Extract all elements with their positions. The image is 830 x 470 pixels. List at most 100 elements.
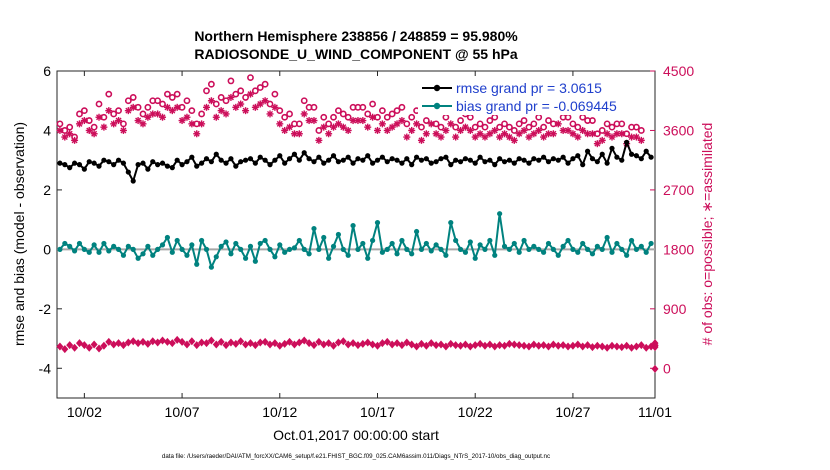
obs-possible-marker	[286, 110, 293, 118]
obs-possible-marker	[325, 120, 333, 128]
obs-assimilated-marker	[115, 117, 123, 125]
bias-point	[462, 249, 469, 255]
bias-point	[492, 252, 498, 258]
y-left-tick-label: 6	[43, 63, 51, 79]
bias-point	[286, 246, 293, 252]
obs-possible-marker	[271, 90, 279, 98]
obs-used-marker	[286, 337, 294, 346]
bias-point	[584, 246, 591, 252]
obs-used-marker	[134, 339, 142, 348]
obs-assimilated-marker	[168, 107, 176, 115]
rmse-point	[501, 159, 508, 165]
obs-used-marker	[378, 339, 386, 348]
bias-point	[506, 246, 513, 252]
rmse-point	[155, 162, 161, 168]
y-right-tick-label: 1800	[663, 241, 694, 257]
rmse-point	[184, 159, 190, 165]
obs-used-marker	[85, 343, 93, 352]
rmse-point	[506, 157, 513, 163]
bias-point	[599, 246, 605, 252]
obs-assimilated-marker	[276, 120, 284, 128]
obs-possible-marker	[530, 120, 538, 128]
x-tick-label: 10/22	[458, 404, 493, 420]
bias-point	[370, 237, 376, 244]
obs-assimilated-marker	[447, 120, 455, 128]
rmse-series	[57, 139, 654, 184]
x-tick-label: 10/12	[262, 404, 297, 420]
obs-used-marker	[491, 342, 499, 351]
bias-point	[624, 252, 630, 258]
obs-possible-marker	[120, 120, 127, 128]
obs-possible-marker	[589, 117, 596, 124]
obs-used-marker	[369, 340, 377, 349]
obs-possible-marker	[364, 110, 372, 118]
rmse-point	[223, 160, 229, 166]
obs-possible-marker	[378, 107, 386, 115]
bias-point	[497, 211, 503, 217]
rmse-point	[330, 153, 337, 159]
obs-assimilated-marker	[618, 130, 626, 138]
obs-used-marker	[198, 338, 206, 347]
rmse-point	[316, 154, 322, 160]
obs-used-marker	[66, 341, 74, 350]
bias-point	[311, 225, 317, 232]
rmse-point	[194, 163, 200, 169]
bias-point	[282, 249, 288, 255]
rmse-point	[111, 162, 117, 168]
obs-assimilated-marker	[369, 113, 377, 121]
obs-assimilated-marker	[325, 130, 333, 138]
bias-point	[125, 243, 131, 249]
obs-used-marker	[110, 340, 118, 349]
x-tick-label: 10/02	[67, 404, 102, 420]
rmse-point	[541, 154, 547, 160]
rmse-point	[262, 157, 268, 163]
obs-possible-marker	[525, 123, 533, 131]
obs-used-marker	[222, 341, 230, 350]
bias-point	[550, 246, 556, 252]
rmse-point	[594, 159, 600, 165]
obs-possible-marker	[188, 107, 196, 115]
obs-possible-marker	[198, 110, 206, 118]
obs-used-marker	[452, 341, 460, 350]
bias-point	[516, 249, 522, 255]
bias-point	[57, 246, 63, 252]
rmse-point	[413, 154, 420, 160]
obs-assimilated-marker	[71, 136, 79, 144]
obs-used-marker	[564, 342, 572, 351]
x-tick-label: 10/27	[555, 404, 590, 420]
bias-point	[120, 252, 127, 258]
rmse-point	[306, 156, 312, 162]
obs-used-marker	[632, 342, 640, 351]
bias-point	[257, 240, 263, 247]
obs-assimilated-marker	[237, 100, 245, 108]
rmse-point	[208, 159, 214, 165]
rmse-point	[550, 156, 556, 162]
obs-possible-marker	[159, 100, 166, 108]
bias-point	[570, 246, 576, 252]
obs-possible-marker	[398, 103, 406, 111]
bias-point	[330, 243, 337, 249]
obs-assimilated-marker	[525, 133, 533, 141]
obs-assimilated-marker	[637, 136, 645, 144]
obs-used-marker	[232, 339, 240, 348]
obs-assimilated-marker	[222, 110, 230, 118]
obs-possible-marker	[315, 127, 323, 134]
obs-used-marker	[413, 342, 421, 351]
obs-used-marker	[422, 341, 430, 350]
bias-point	[433, 242, 439, 248]
bias-point	[326, 255, 332, 261]
obs-possible-marker	[496, 123, 504, 131]
chart-title-line2: RADIOSONDE_U_WIND_COMPONENT @ 55 hPa	[194, 46, 517, 62]
rmse-point	[619, 157, 625, 163]
obs-possible-marker	[569, 120, 577, 128]
legend-bias-marker	[433, 102, 441, 110]
rmse-point	[174, 157, 180, 163]
obs-possible-marker	[637, 127, 645, 134]
obs-used-marker	[579, 342, 587, 351]
bias-point	[443, 252, 449, 258]
bias-point	[614, 240, 620, 247]
bias-point	[67, 243, 73, 249]
bias-point	[101, 240, 107, 247]
obs-assimilated-marker	[110, 120, 118, 128]
obs-used-marker	[61, 345, 69, 354]
